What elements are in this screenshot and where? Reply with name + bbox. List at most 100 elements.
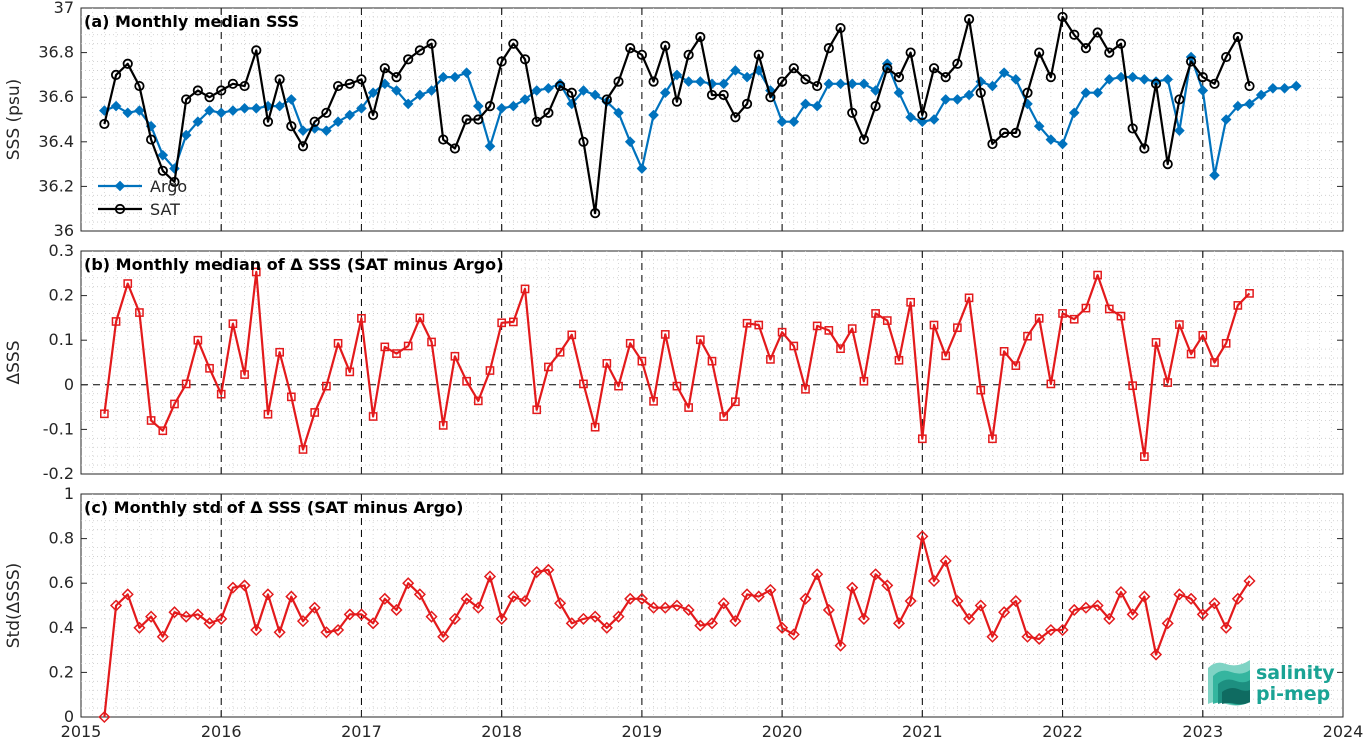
data-point <box>1232 31 1243 43</box>
data-point <box>344 78 355 89</box>
data-point <box>227 105 239 116</box>
data-point <box>448 612 461 625</box>
data-point <box>893 87 905 99</box>
data-point <box>250 623 263 637</box>
data-point <box>1175 320 1184 329</box>
data-point <box>99 118 110 130</box>
data-point <box>952 58 963 69</box>
data-point <box>625 338 635 348</box>
data-point <box>1068 107 1080 119</box>
data-point <box>660 330 670 339</box>
legend-label: Argo <box>150 177 187 196</box>
data-point <box>146 416 156 425</box>
data-point <box>518 594 532 608</box>
data-point <box>286 392 296 402</box>
data-point <box>403 54 414 65</box>
data-point <box>322 381 331 391</box>
data-point <box>566 87 577 98</box>
data-point <box>496 56 507 67</box>
data-point <box>121 588 134 601</box>
salinity-pi-mep-logo: salinity pi-mep <box>1208 660 1335 706</box>
data-point <box>800 74 811 85</box>
data-point <box>274 74 285 85</box>
data-point <box>823 78 835 90</box>
data-point <box>1056 623 1069 637</box>
data-point <box>239 80 250 92</box>
data-point <box>1150 78 1162 89</box>
data-point <box>263 409 273 419</box>
data-point <box>239 103 250 114</box>
data-point <box>100 409 109 419</box>
legend-marker <box>114 180 126 192</box>
data-point <box>672 381 682 391</box>
data-point <box>847 107 858 118</box>
y-tick-label: 36.6 <box>38 87 74 106</box>
data-point <box>238 579 251 592</box>
data-point <box>519 54 531 65</box>
data-point <box>1010 127 1021 138</box>
data-point <box>1174 94 1185 105</box>
data-point <box>1044 623 1057 637</box>
data-point <box>859 376 869 386</box>
data-point <box>367 87 379 99</box>
data-point <box>904 594 917 608</box>
data-point <box>1255 89 1267 101</box>
data-point <box>483 570 497 583</box>
data-point <box>625 43 636 54</box>
data-point <box>695 335 705 345</box>
data-point <box>719 412 729 421</box>
data-point <box>251 45 262 56</box>
data-point <box>917 109 928 121</box>
data-point <box>682 603 695 617</box>
data-point <box>776 621 789 634</box>
data-point <box>1186 349 1196 359</box>
data-point <box>614 381 623 391</box>
data-point <box>812 80 823 92</box>
data-point <box>134 80 145 92</box>
data-point <box>157 149 169 161</box>
data-point <box>1104 47 1115 58</box>
data-point <box>1197 72 1208 83</box>
data-point <box>683 49 694 60</box>
data-point <box>870 101 881 112</box>
x-tick-label: 2023 <box>1182 722 1223 741</box>
data-point <box>731 397 740 407</box>
data-point <box>1162 74 1174 85</box>
x-tick-label: 2022 <box>1042 722 1083 741</box>
data-point <box>857 612 870 625</box>
data-point <box>846 78 858 90</box>
data-point <box>636 49 647 60</box>
logo-waves-icon <box>1208 660 1250 706</box>
data-point <box>976 385 986 395</box>
data-point <box>274 100 285 112</box>
data-point <box>602 359 612 368</box>
data-point <box>1034 313 1044 323</box>
data-point <box>1068 603 1081 617</box>
data-point <box>1081 303 1091 313</box>
data-point <box>1093 270 1102 280</box>
data-point <box>415 313 425 323</box>
data-point <box>589 89 601 101</box>
data-point <box>156 630 169 643</box>
data-point <box>1161 617 1174 630</box>
data-point <box>1103 74 1115 85</box>
data-point <box>110 69 122 81</box>
data-point <box>1126 608 1139 621</box>
data-point <box>1196 608 1209 621</box>
data-point <box>1022 87 1033 98</box>
data-point <box>531 85 543 96</box>
x-tick-label: 2015 <box>61 722 102 741</box>
x-tick-label: 2016 <box>201 722 242 741</box>
data-point <box>215 107 227 119</box>
data-point <box>1185 592 1198 605</box>
data-point <box>600 621 613 634</box>
data-point <box>659 601 672 614</box>
panel-title: (c) Monthly std of Δ SSS (SAT minus Argo… <box>84 498 463 517</box>
data-point <box>613 76 624 87</box>
data-point <box>1197 85 1209 96</box>
data-point <box>670 599 684 612</box>
x-tick-label: 2018 <box>481 722 522 741</box>
data-point <box>437 71 449 83</box>
data-point <box>181 94 192 105</box>
data-point <box>542 563 555 576</box>
